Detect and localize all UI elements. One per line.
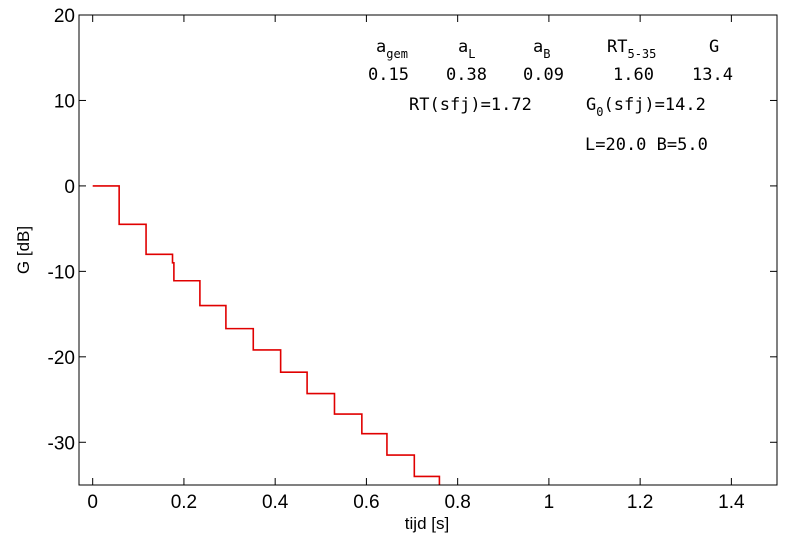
value-g: 13.4 — [692, 65, 733, 85]
plot-frame — [78, 14, 778, 486]
header-g: G — [709, 37, 719, 57]
x-tick-label: 0.8 — [444, 492, 470, 513]
y-tick-label: -20 — [48, 348, 75, 369]
series-layer — [92, 185, 441, 485]
x-tick-label: 1.2 — [627, 492, 653, 513]
header-a-l: aL — [458, 37, 475, 61]
value-a-b: 0.09 — [523, 65, 564, 85]
header-a-b: aB — [533, 37, 550, 61]
dimensions-text: L=20.0 B=5.0 — [585, 135, 708, 155]
y-tick-label: -30 — [48, 433, 75, 454]
x-tick-label: 0.6 — [353, 492, 379, 513]
x-tick-label: 0.4 — [262, 492, 289, 513]
header-rt: RT5-35 — [607, 37, 656, 61]
axis-ticks: 0 0.2 0.4 0.6 0.8 1 1.2 1.4 -30 -20 -10 0 10 20 — [48, 6, 777, 513]
y-tick-label: 20 — [54, 6, 75, 27]
x-tick-label: 1.4 — [718, 492, 745, 513]
value-a-l: 0.38 — [446, 65, 487, 85]
series-line-3 — [92, 185, 441, 485]
y-tick-label: -10 — [48, 262, 75, 283]
y-axis-label: G [dB] — [14, 226, 33, 274]
x-tick-label: 0 — [87, 492, 98, 513]
g0-sfj-text: G0(sfj)=14.2 — [586, 95, 706, 119]
x-tick-label: 0.2 — [171, 492, 197, 513]
x-axis-label: tijd [s] — [405, 514, 449, 533]
value-a-gem: 0.15 — [368, 65, 409, 85]
rt-sfj-text: RT(sfj)=1.72 — [409, 95, 532, 115]
x-tick-label: 1 — [544, 492, 555, 513]
value-rt: 1.60 — [613, 65, 654, 85]
y-tick-label: 0 — [64, 177, 75, 198]
parameter-table: agem aL aB RT5-35 G 0.15 0.38 0.09 1.60 … — [368, 37, 733, 155]
y-tick-label: 10 — [54, 91, 75, 112]
header-a-gem: agem — [376, 37, 408, 61]
